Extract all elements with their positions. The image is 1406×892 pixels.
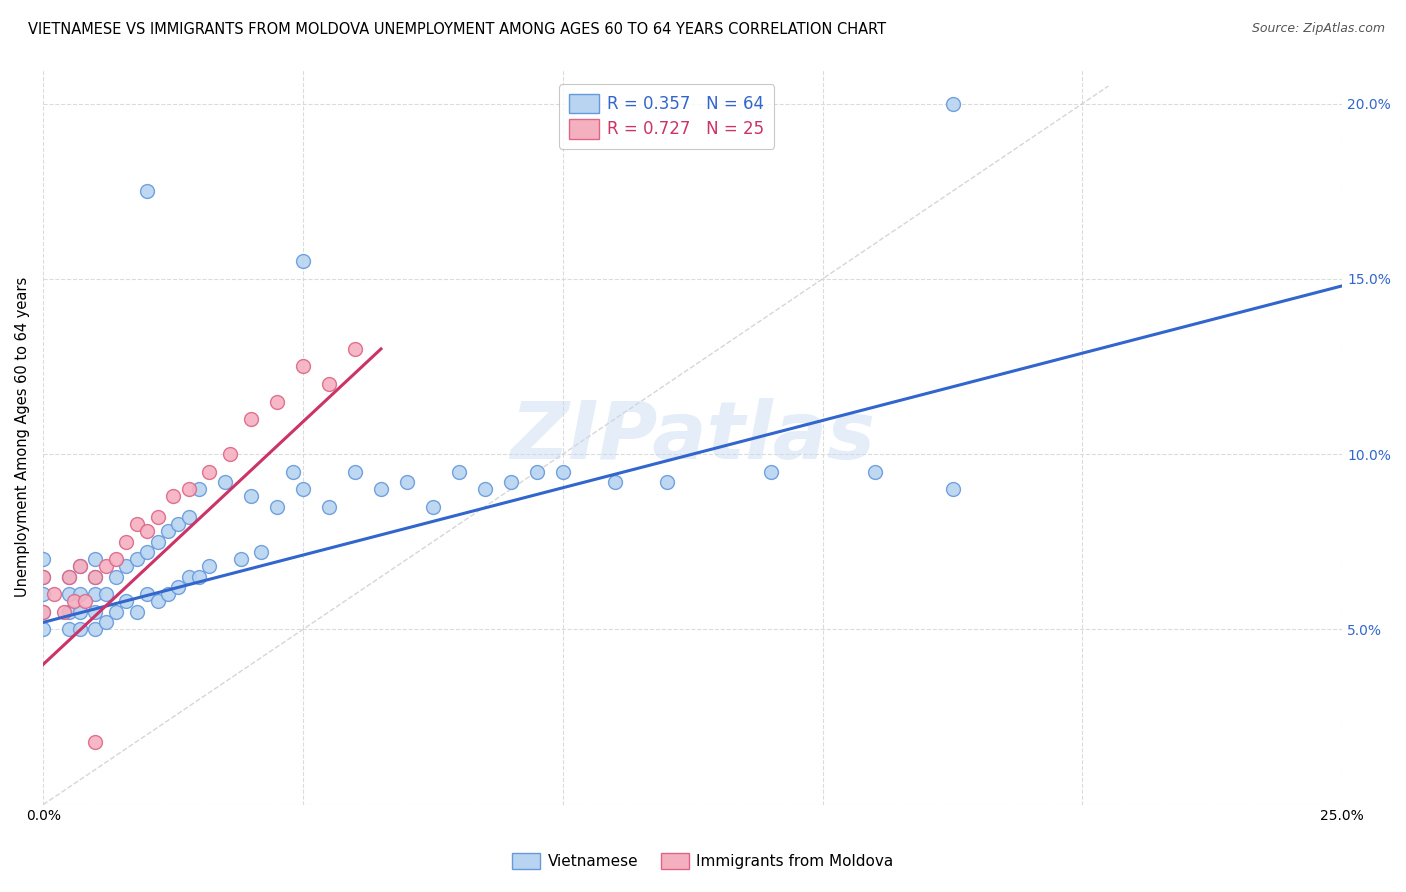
Point [58, 605, 80, 619]
Y-axis label: Unemployment Among Ages 60 to 64 years: Unemployment Among Ages 60 to 64 years [15, 277, 30, 597]
Point [84, 570, 107, 584]
Point [281, 465, 304, 479]
Point [370, 482, 392, 496]
Point [58, 587, 80, 601]
Point [84, 605, 107, 619]
Point [136, 524, 159, 539]
Point [125, 552, 148, 566]
Point [266, 394, 288, 409]
Point [177, 482, 200, 496]
Point [292, 359, 315, 374]
Point [146, 594, 169, 608]
Point [94, 559, 117, 574]
Point [395, 475, 418, 490]
Point [115, 594, 138, 608]
Legend: Vietnamese, Immigrants from Moldova: Vietnamese, Immigrants from Moldova [506, 847, 900, 875]
Point [115, 559, 138, 574]
Point [84, 552, 107, 566]
Point [84, 623, 107, 637]
Point [177, 510, 200, 524]
Point [156, 524, 179, 539]
Point [104, 570, 127, 584]
Point [229, 552, 252, 566]
Point [63, 594, 86, 608]
Point [84, 570, 107, 584]
Point [214, 475, 236, 490]
Point [198, 559, 221, 574]
Point [655, 475, 678, 490]
Point [69, 559, 91, 574]
Point [162, 489, 184, 503]
Point [167, 517, 190, 532]
Point [136, 587, 159, 601]
Point [292, 482, 315, 496]
Point [32, 587, 55, 601]
Point [759, 465, 782, 479]
Point [58, 570, 80, 584]
Point [266, 500, 288, 514]
Point [343, 465, 366, 479]
Point [941, 482, 963, 496]
Point [69, 559, 91, 574]
Point [240, 489, 263, 503]
Text: VIETNAMESE VS IMMIGRANTS FROM MOLDOVA UNEMPLOYMENT AMONG AGES 60 TO 64 YEARS COR: VIETNAMESE VS IMMIGRANTS FROM MOLDOVA UN… [28, 22, 886, 37]
Point [156, 587, 179, 601]
Point [94, 615, 117, 630]
Point [32, 570, 55, 584]
Point [167, 580, 190, 594]
Point [447, 465, 470, 479]
Point [499, 475, 522, 490]
Point [136, 545, 159, 559]
Point [198, 465, 221, 479]
Point [69, 623, 91, 637]
Point [42, 587, 65, 601]
Point [53, 605, 76, 619]
Point [136, 184, 159, 198]
Point [146, 534, 169, 549]
Point [32, 605, 55, 619]
Point [146, 510, 169, 524]
Point [318, 376, 340, 391]
Point [219, 447, 242, 461]
Point [603, 475, 626, 490]
Point [177, 570, 200, 584]
Point [115, 534, 138, 549]
Point [551, 465, 574, 479]
Point [474, 482, 496, 496]
Point [863, 465, 886, 479]
Point [32, 570, 55, 584]
Point [422, 500, 444, 514]
Point [94, 587, 117, 601]
Point [69, 587, 91, 601]
Point [125, 517, 148, 532]
Point [104, 605, 127, 619]
Legend: R = 0.357   N = 64, R = 0.727   N = 25: R = 0.357 N = 64, R = 0.727 N = 25 [560, 84, 775, 149]
Point [32, 552, 55, 566]
Point [250, 545, 273, 559]
Point [84, 587, 107, 601]
Point [73, 594, 96, 608]
Point [69, 605, 91, 619]
Point [104, 552, 127, 566]
Point [84, 734, 107, 748]
Point [318, 500, 340, 514]
Point [32, 623, 55, 637]
Point [188, 570, 211, 584]
Point [32, 605, 55, 619]
Point [941, 96, 963, 111]
Point [240, 412, 263, 426]
Point [125, 605, 148, 619]
Point [292, 254, 315, 268]
Point [58, 623, 80, 637]
Point [188, 482, 211, 496]
Text: ZIPatlas: ZIPatlas [510, 398, 875, 475]
Point [526, 465, 548, 479]
Point [343, 342, 366, 356]
Text: Source: ZipAtlas.com: Source: ZipAtlas.com [1251, 22, 1385, 36]
Point [58, 570, 80, 584]
